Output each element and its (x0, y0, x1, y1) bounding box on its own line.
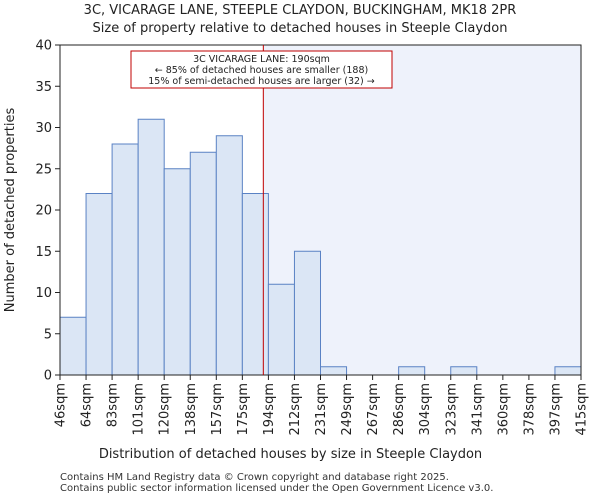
x-tick-label: 360sqm (496, 383, 511, 436)
x-tick-label: 249sqm (340, 383, 355, 436)
bar-46sqm (59, 316, 87, 376)
y-axis-label: Number of detached properties (3, 108, 18, 313)
annotation-box: 3C VICARAGE LANE: 190sqm ← 85% of detach… (130, 50, 393, 89)
y-tick-label: 20 (35, 204, 52, 219)
annotation-line2: ← 85% of detached houses are smaller (18… (155, 65, 368, 76)
y-tick-label: 0 (44, 369, 52, 384)
x-tick-label: 175sqm (236, 383, 251, 436)
bars-group (59, 118, 582, 376)
x-tick-label: 64sqm (80, 383, 95, 427)
footer-line1: Contains HM Land Registry data © Crown c… (60, 472, 449, 483)
x-axis-label: Distribution of detached houses by size … (99, 447, 482, 462)
bar-120sqm (163, 168, 191, 376)
x-tick-label: 138sqm (184, 383, 199, 436)
bar-194sqm (267, 283, 295, 376)
y-tick-label: 40 (35, 39, 52, 54)
x-tick-label: 323sqm (444, 383, 459, 436)
bar-101sqm (137, 118, 165, 376)
x-tick-label: 304sqm (418, 383, 433, 436)
chart-title: 3C, VICARAGE LANE, STEEPLE CLAYDON, BUCK… (0, 2, 600, 38)
bar-323sqm (450, 366, 478, 376)
chart-title-line2: Size of property relative to detached ho… (92, 21, 508, 36)
x-tick-label: 157sqm (210, 383, 225, 436)
x-tick-label: 286sqm (392, 383, 407, 436)
footer-line2: Contains public sector information licen… (60, 482, 494, 494)
annotation-border (130, 50, 393, 89)
annotation-line3: 15% of semi-detached houses are larger (… (148, 76, 375, 87)
x-tick-label: 120sqm (158, 383, 173, 436)
x-tick-label: 378sqm (522, 383, 537, 436)
x-tick-label: 341sqm (470, 383, 485, 436)
bar-138sqm (189, 151, 217, 376)
y-tick-label: 25 (35, 162, 52, 177)
x-tick-label: 267sqm (366, 383, 381, 436)
y-tick-label: 5 (44, 327, 52, 342)
bar-64sqm (85, 193, 113, 376)
bar-212sqm (293, 250, 322, 376)
x-tick-label: 231sqm (314, 383, 329, 436)
x-tick-label: 46sqm (54, 383, 69, 427)
y-tick-label: 10 (35, 286, 52, 301)
y-tick-label: 30 (35, 121, 52, 136)
footer: Contains HM Land Registry data © Crown c… (60, 472, 494, 494)
bar-397sqm (554, 366, 582, 376)
x-tick-label: 415sqm (575, 383, 590, 436)
bar-175sqm (241, 193, 269, 376)
x-tick-label: 397sqm (548, 383, 563, 436)
y-tick-label: 35 (35, 80, 52, 95)
x-tick-label: 194sqm (262, 383, 277, 436)
bar-286sqm (398, 366, 426, 376)
x-tick-label: 212sqm (288, 383, 303, 436)
x-axis: 46sqm 64sqm 83sqm 101sqm 120sqm 138sqm 157sqm 1… (54, 375, 590, 436)
bar-231sqm (320, 366, 348, 376)
annotation-line1: 3C VICARAGE LANE: 190sqm (193, 54, 330, 65)
bar-157sqm (215, 135, 243, 376)
plot-frame (59, 44, 582, 376)
y-axis: 0 5 10 15 20 25 30 35 40 (35, 39, 60, 384)
x-tick-label: 101sqm (132, 383, 147, 436)
bar-83sqm (111, 143, 139, 376)
chart-title-line1: 3C, VICARAGE LANE, STEEPLE CLAYDON, BUCK… (83, 3, 517, 18)
y-tick-label: 15 (35, 245, 52, 260)
x-tick-label: 83sqm (106, 383, 121, 427)
